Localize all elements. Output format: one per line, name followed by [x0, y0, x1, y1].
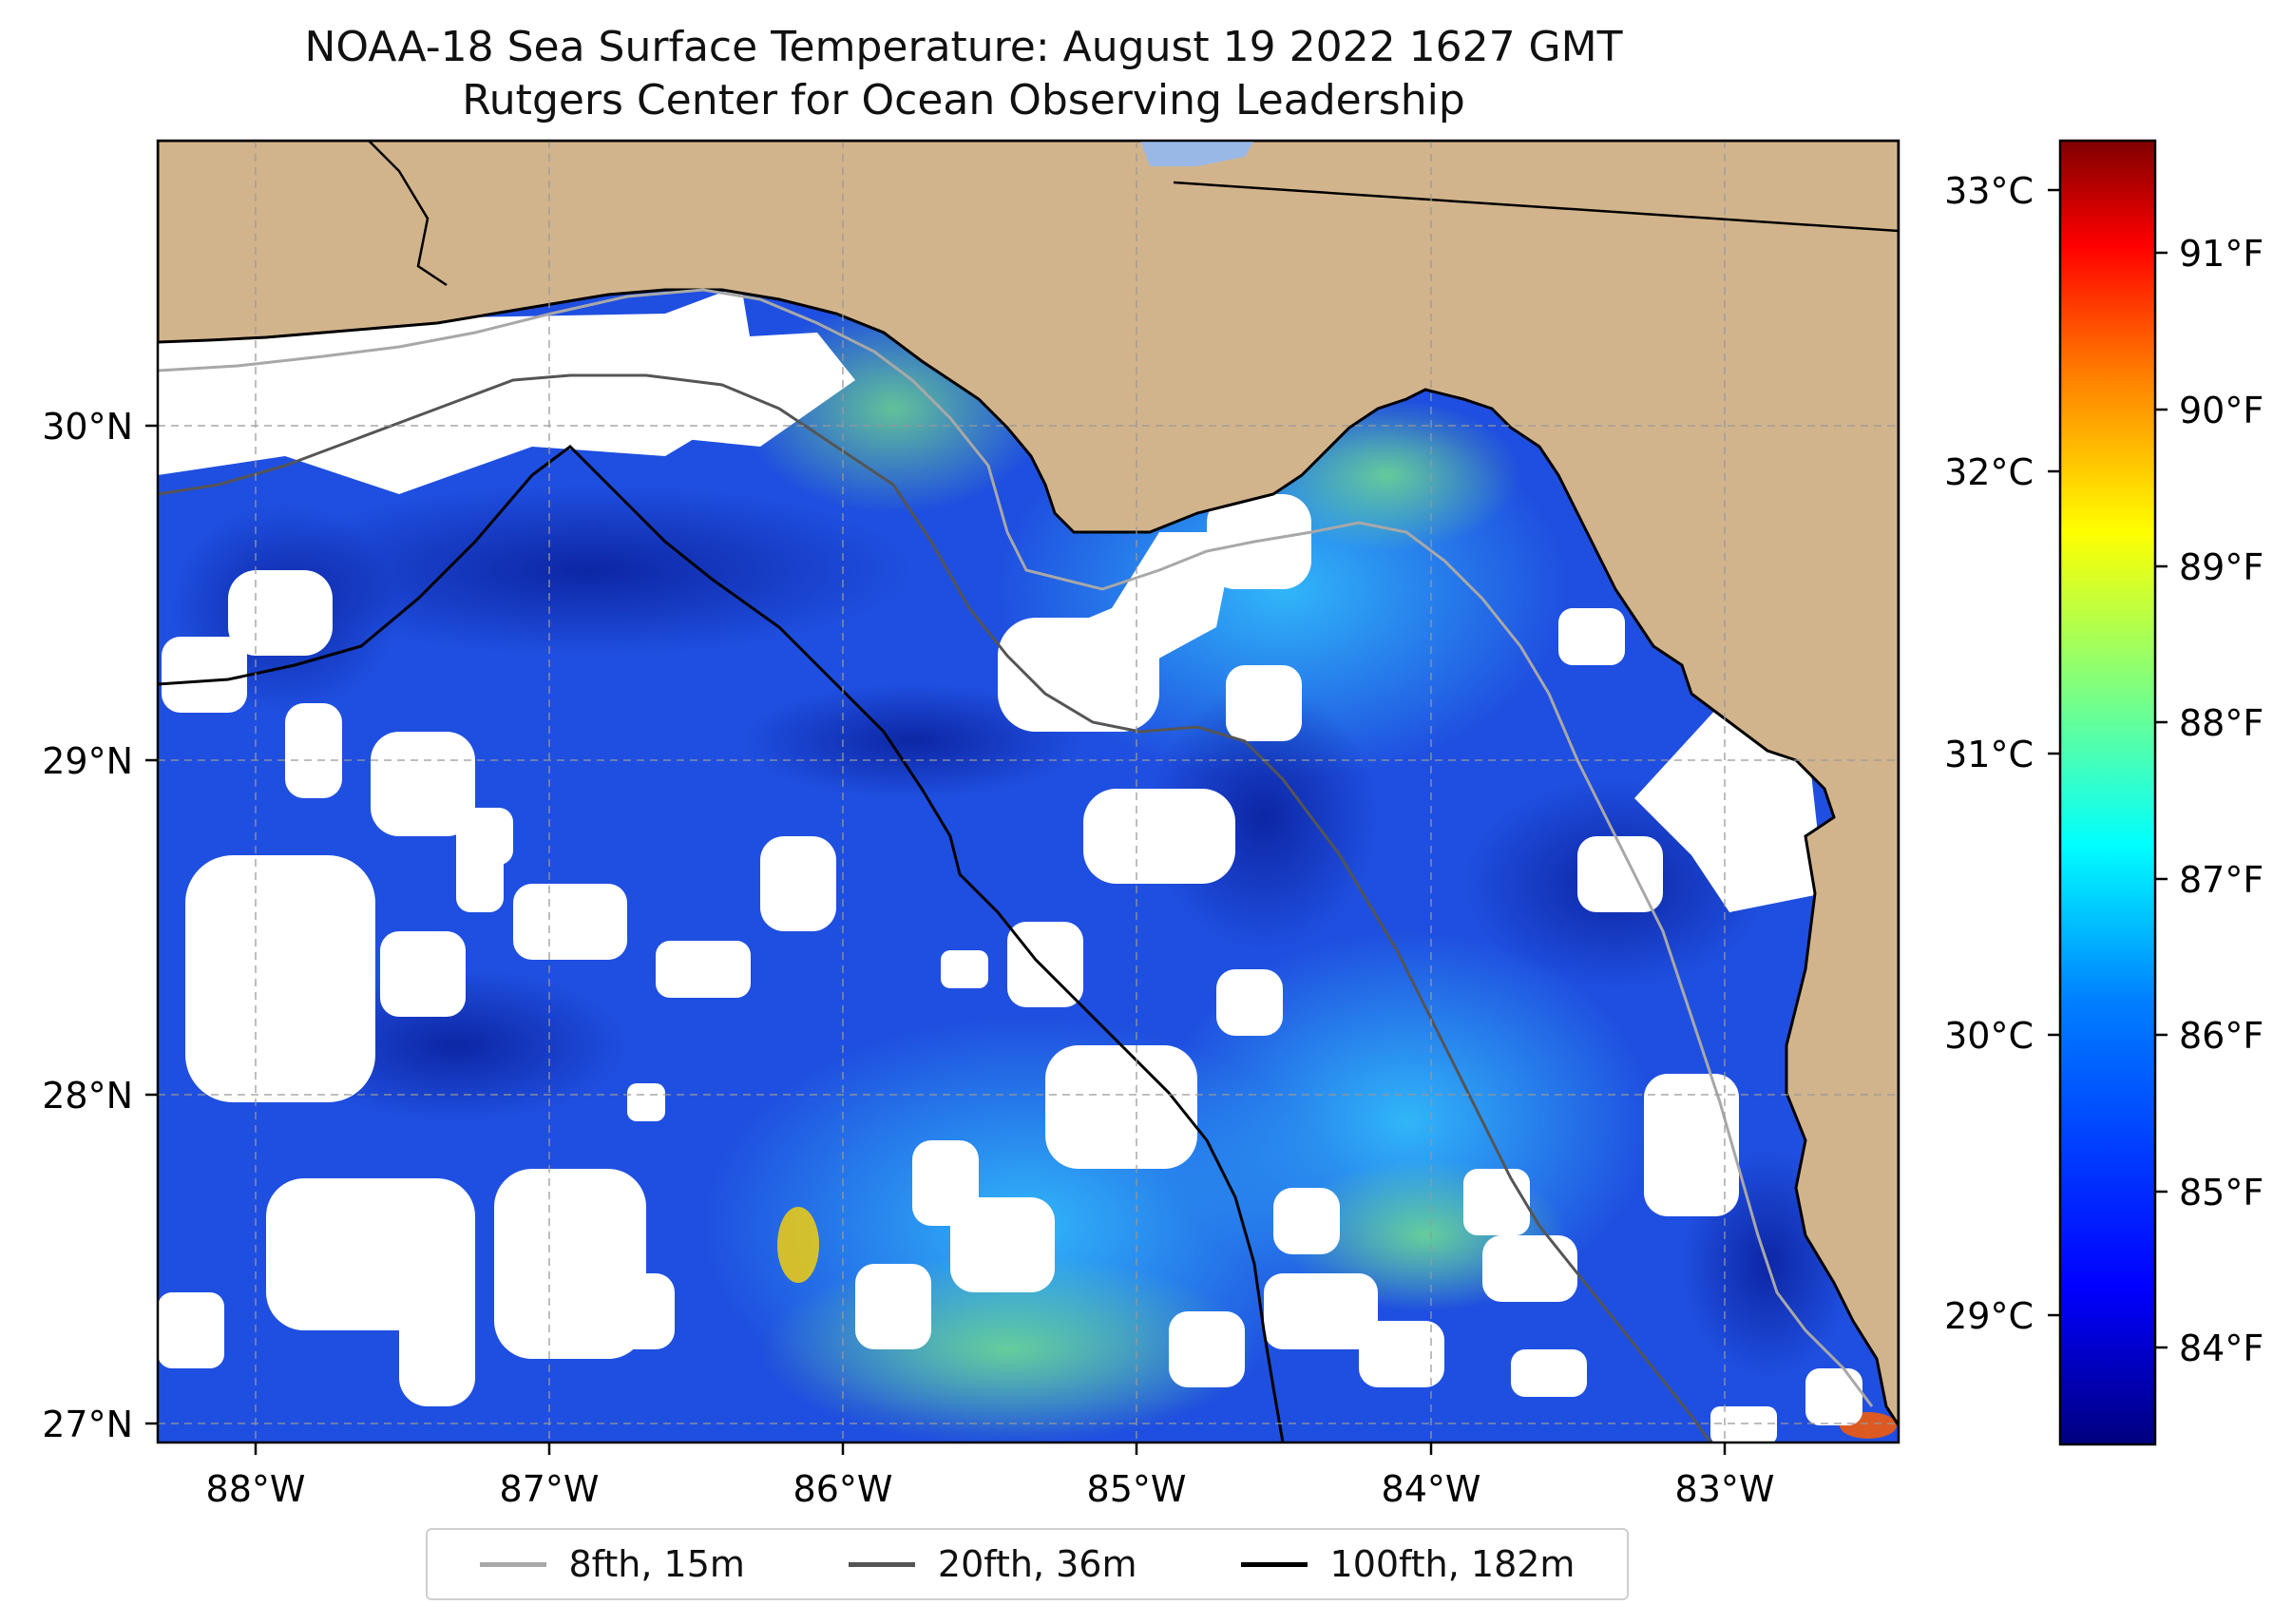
celsius-label: 31°C: [1944, 734, 2034, 775]
legend: 8fth, 15m 20fth, 36m 100fth, 182m: [426, 1528, 1629, 1600]
celsius-label: 29°C: [1944, 1295, 2034, 1337]
celsius-label: 33°C: [1944, 170, 2034, 212]
lon-label: 84°W: [1382, 1468, 1481, 1510]
land: [158, 141, 1899, 1428]
lon-label: 83°W: [1675, 1468, 1775, 1510]
lat-label: 29°N: [42, 740, 133, 782]
x-axis: 88°W 87°W 86°W 85°W 84°W 83°W: [206, 1442, 1775, 1510]
y-axis: 30°N 29°N 28°N 27°N: [42, 406, 158, 1445]
chart-title: NOAA-18 Sea Surface Temperature: August …: [304, 23, 1623, 71]
fahrenheit-label: 86°F: [2179, 1015, 2263, 1057]
legend-line-icon: [848, 1561, 915, 1567]
map-frame: [156, 139, 1900, 1444]
legend-label: 100fth, 182m: [1329, 1543, 1576, 1585]
colorbar-fahrenheit-axis: 91°F 90°F 89°F 88°F 87°F 86°F 85°F 84°F: [2155, 233, 2263, 1369]
legend-label: 8fth, 15m: [568, 1543, 745, 1585]
contour-8fth: [158, 288, 1874, 1407]
legend-line-icon: [1240, 1561, 1308, 1567]
lat-label: 28°N: [42, 1075, 133, 1117]
legend-label: 20fth, 36m: [937, 1543, 1137, 1585]
state-boundary-west: [368, 141, 448, 287]
lake: [1140, 141, 1254, 166]
map-area: [158, 141, 1899, 1442]
lon-label: 87°W: [500, 1468, 600, 1510]
lon-label: 86°W: [793, 1468, 893, 1510]
fahrenheit-label: 85°F: [2179, 1172, 2263, 1213]
gridlines: [158, 141, 1899, 1442]
chart-subtitle: Rutgers Center for Ocean Observing Leade…: [462, 76, 1465, 124]
lon-label: 85°W: [1087, 1468, 1187, 1510]
lat-label: 27°N: [42, 1404, 133, 1445]
fahrenheit-label: 90°F: [2179, 390, 2263, 431]
legend-item-100fth: 100fth, 182m: [1240, 1543, 1576, 1585]
legend-line-icon: [479, 1561, 546, 1567]
fahrenheit-label: 88°F: [2179, 702, 2263, 744]
legend-item-8fth: 8fth, 15m: [479, 1543, 745, 1585]
fahrenheit-label: 91°F: [2179, 233, 2263, 275]
colorbar-celsius-axis: 33°C 32°C 31°C 30°C 29°C: [1944, 170, 2060, 1337]
celsius-label: 32°C: [1944, 451, 2034, 493]
state-boundary: [1173, 181, 1899, 233]
fahrenheit-label: 87°F: [2179, 859, 2263, 901]
cloud-mask: [158, 285, 1862, 1442]
fahrenheit-label: 89°F: [2179, 546, 2263, 588]
legend-item-20fth: 20fth, 36m: [848, 1543, 1137, 1585]
contour-20fth: [158, 373, 1712, 1442]
lat-label: 30°N: [42, 406, 133, 448]
colorbar: [2058, 139, 2157, 1446]
fahrenheit-label: 84°F: [2179, 1328, 2263, 1369]
celsius-label: 30°C: [1944, 1015, 2034, 1057]
lon-label: 88°W: [206, 1468, 306, 1510]
